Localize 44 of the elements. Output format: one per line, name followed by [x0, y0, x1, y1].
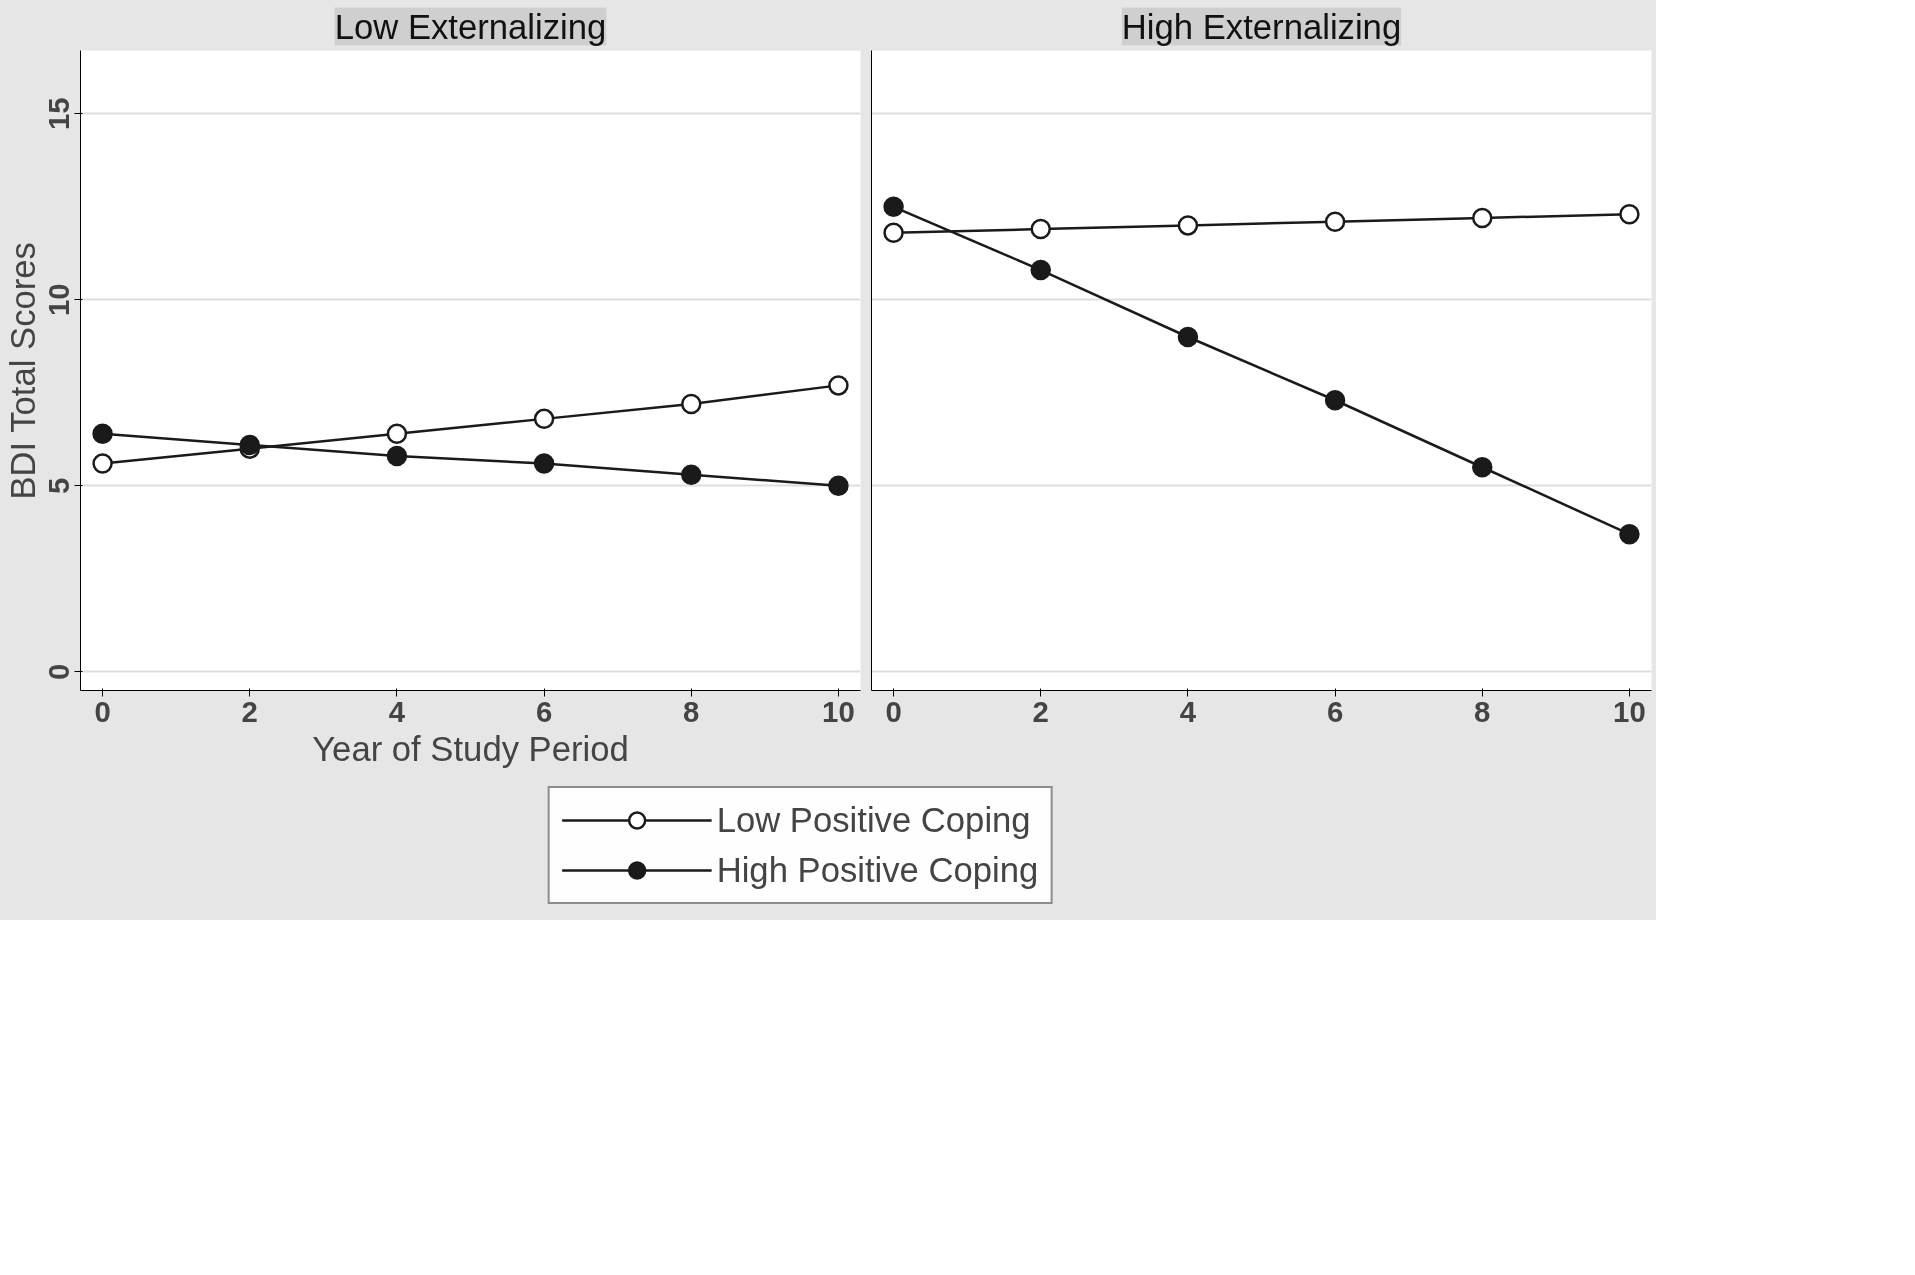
- point: [883, 222, 904, 244]
- x-tick-label: 10: [1613, 694, 1646, 728]
- point: [681, 393, 702, 415]
- x-axis-title: Year of Study Period: [312, 729, 629, 768]
- point: [1030, 259, 1051, 281]
- point: [1030, 218, 1051, 240]
- point: [1619, 523, 1640, 545]
- y-tick-label: 15: [42, 97, 76, 131]
- point: [92, 423, 113, 444]
- y-tick-label: 0: [42, 663, 76, 681]
- point: [1619, 203, 1640, 225]
- point: [533, 408, 555, 430]
- legend-label: High Positive Coping: [716, 850, 1039, 890]
- point: [828, 375, 849, 396]
- point: [828, 475, 849, 497]
- point: [1177, 326, 1199, 348]
- y-tick-label: 10: [42, 283, 76, 317]
- point: [386, 423, 408, 444]
- point: [92, 453, 113, 474]
- x-tick-label: 8: [1474, 694, 1491, 728]
- chart-title: Low Externalizing: [334, 7, 607, 46]
- point: [533, 453, 555, 474]
- point: [681, 464, 702, 485]
- point: [1472, 457, 1493, 478]
- x-tick-label: 4: [1179, 694, 1197, 728]
- point: [1324, 211, 1346, 232]
- x-tick-label: 2: [1032, 694, 1049, 728]
- x-tick-label: 10: [822, 694, 855, 728]
- x-tick-label: 6: [1326, 694, 1344, 728]
- x-tick-label: 0: [885, 694, 902, 728]
- x-tick-label: 6: [535, 694, 553, 728]
- chart-title: High Externalizing: [1121, 7, 1402, 46]
- point: [883, 196, 904, 218]
- point: [386, 445, 408, 467]
- point: [1472, 207, 1493, 229]
- x-tick-label: 0: [94, 694, 111, 728]
- y-tick-label: 5: [42, 477, 76, 494]
- point: [1324, 390, 1346, 411]
- x-tick-label: 8: [683, 694, 700, 728]
- x-tick-label: 4: [388, 694, 406, 728]
- legend-label: Low Positive Coping: [716, 800, 1031, 840]
- x-tick-label: 2: [241, 694, 258, 728]
- y-axis-title: BDI Total Scores: [3, 242, 42, 500]
- point: [1177, 215, 1199, 236]
